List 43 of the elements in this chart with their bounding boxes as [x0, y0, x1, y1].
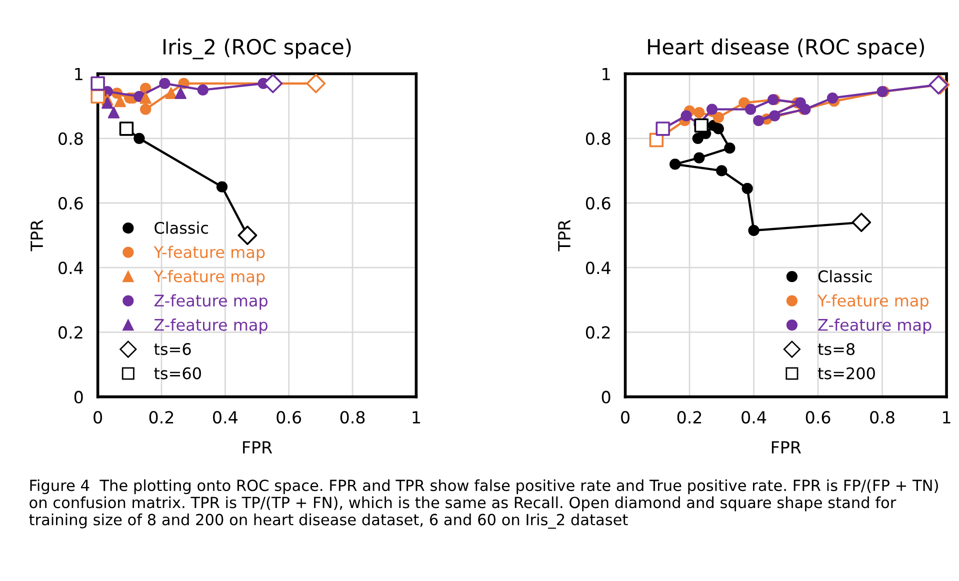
legend-label: Y-feature map — [817, 294, 928, 310]
x-tick-label: 0.4 — [213, 411, 238, 424]
legend-label: Classic — [818, 270, 872, 282]
legend-label: ts=6 — [154, 343, 191, 356]
chart-title: Iris_2 (ROC space) — [164, 38, 351, 60]
y-axis-title: TPR — [30, 220, 43, 252]
y-tick-label: 0.6 — [586, 196, 610, 210]
x-tick-label: 0 — [94, 411, 102, 424]
y-tick-label: 0.8 — [586, 132, 610, 145]
legend-label: Z-feature map — [154, 318, 268, 334]
y-tick-label: 0.4 — [586, 262, 610, 274]
x-axis-title: FPR — [772, 441, 802, 454]
x-tick-label: 0.6 — [806, 411, 830, 424]
y-tick-label: 0.8 — [58, 132, 83, 145]
y-tick-label: 0.4 — [58, 262, 83, 274]
legend-label: ts=200 — [818, 367, 875, 380]
legend-label: Classic — [154, 222, 208, 234]
caption: Figure 4 The plotting onto ROC space. FPR and TPR show false positive rate and True positive rate. FPR is FP/(FP + TN) on confusion matrix. TPR is TP/(TP + FN), which is the same as Recall. Open diamond and square shape stand for training size of 8 and 200 on heart disease dataset, 6 and 60 on Iris_2 dataset — [29, 479, 938, 529]
x-tick-label: 0.2 — [149, 411, 174, 424]
x-tick-label: 1 — [943, 411, 950, 424]
x-tick-label: 1 — [412, 411, 420, 424]
legend-label: Y-feature map — [154, 270, 265, 286]
y-tick-label: 1 — [75, 68, 82, 80]
x-tick-label: 0.6 — [276, 411, 302, 424]
y-axis-title: TPR — [558, 220, 570, 252]
y-tick-label: 0 — [602, 390, 610, 404]
legend-label: ts=60 — [154, 367, 201, 380]
y-tick-label: 0.6 — [58, 196, 83, 210]
x-tick-label: 0.8 — [870, 411, 894, 424]
chart-title: Heart disease (ROC space) — [648, 38, 924, 59]
y-tick-label: 0.2 — [58, 326, 82, 339]
y-tick-label: 0 — [74, 390, 83, 404]
legend-label: Y-feature map — [154, 246, 265, 262]
x-tick-label: 0.8 — [340, 411, 365, 424]
legend-label: Z-feature map — [154, 294, 268, 310]
x-tick-label: 0.2 — [677, 411, 702, 424]
y-tick-label: 1 — [602, 68, 610, 80]
y-tick-label: 0.2 — [586, 326, 610, 339]
x-axis-title: FPR — [243, 441, 272, 454]
legend-label: ts=8 — [818, 343, 855, 356]
x-tick-label: 0 — [621, 411, 630, 424]
legend-label: Z-feature map — [818, 318, 932, 334]
x-tick-label: 0.4 — [742, 411, 766, 424]
